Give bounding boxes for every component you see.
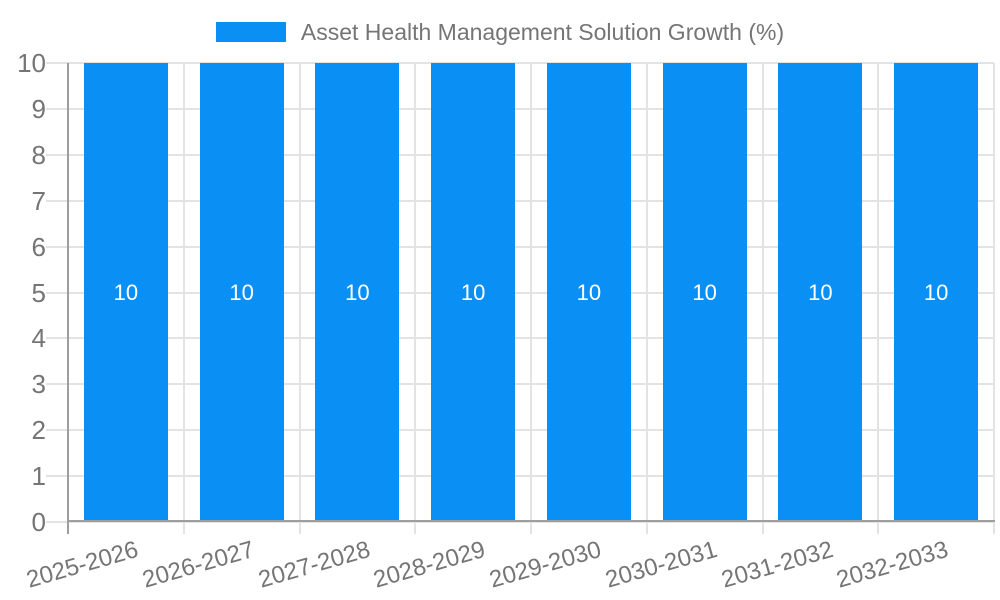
y-axis-tick-label: 8 [31,139,46,170]
x-gridline [761,63,764,534]
bar: 10 [778,63,863,522]
y-axis-tick-label: 9 [31,93,46,124]
y-axis-tick-label: 1 [31,461,46,492]
x-axis-tick-label: 2032-2033 [833,536,952,594]
x-axis-line [67,520,995,522]
x-gridline [182,63,185,534]
x-gridline [877,63,880,534]
bar-cell: 10 [415,63,531,522]
legend: Asset Health Management Solution Growth … [0,19,1000,45]
y-gridline [46,383,994,386]
bar-cell: 10 [878,63,994,522]
y-gridline [46,429,994,432]
bar-value-label: 10 [692,279,717,305]
bar-value-label: 10 [113,279,139,305]
x-axis-tick-label: 2027-2028 [255,536,373,594]
bar: 10 [199,63,284,522]
bar: 10 [83,63,168,522]
x-axis-tick-label: 2026-2027 [139,536,258,594]
y-gridline [46,199,994,202]
y-gridline [46,245,994,248]
y-gridline [46,337,994,340]
y-gridline [46,475,994,478]
x-gridline [298,63,301,534]
y-gridline [46,521,994,523]
bar: 10 [315,63,400,522]
y-axis-tick-label: 4 [31,323,46,354]
bar-value-label: 10 [576,279,602,305]
bar-cell: 10 [763,63,879,522]
y-axis-tick-label: 10 [17,48,46,78]
bar-cell: 10 [300,63,416,522]
x-axis-tick-label: 2028-2029 [370,536,489,594]
y-gridline [46,107,994,110]
bar-value-label: 10 [808,279,833,305]
y-gridline [46,62,994,64]
bar: 10 [431,63,516,522]
y-axis-line [67,63,69,534]
bar-cell: 10 [647,63,763,522]
bar: 10 [662,63,747,522]
bar-cell: 10 [68,63,184,522]
bar-value-label: 10 [345,279,370,305]
bar-cell: 10 [184,63,300,522]
y-axis-tick-label: 2 [31,415,46,446]
bar-cell: 10 [531,63,647,522]
y-axis-tick-label: 3 [31,369,46,400]
x-axis-tick-label: 2025-2026 [23,536,142,594]
x-gridline [993,63,995,534]
y-axis-tick-label: 5 [31,277,46,308]
x-gridline [414,63,417,534]
y-gridline [46,291,994,294]
x-axis-tick-label: 2031-2032 [718,536,836,594]
bar-chart-plot-area: 0 1 2 3 4 5 6 7 8 9 10 10 2025-2026 10 2026-2027 10 2027… [17,50,995,594]
x-axis-tick-label: 2029-2030 [486,536,605,594]
bar-value-label: 10 [229,279,254,305]
y-gridline [46,153,994,156]
y-axis-tick-label: 6 [31,231,46,262]
x-gridline [645,63,648,534]
legend-label: Asset Health Management Solution Growth … [300,19,785,45]
bar: 10 [894,63,979,522]
bar-value-label: 10 [460,279,486,305]
bar: 10 [546,63,631,522]
bar-value-label: 10 [923,279,949,305]
y-axis-tick-label: 0 [31,507,46,537]
y-axis-tick-label: 7 [31,185,46,216]
x-gridline [530,63,532,534]
x-axis-tick-label: 2030-2031 [602,536,721,594]
legend-swatch [215,22,286,42]
